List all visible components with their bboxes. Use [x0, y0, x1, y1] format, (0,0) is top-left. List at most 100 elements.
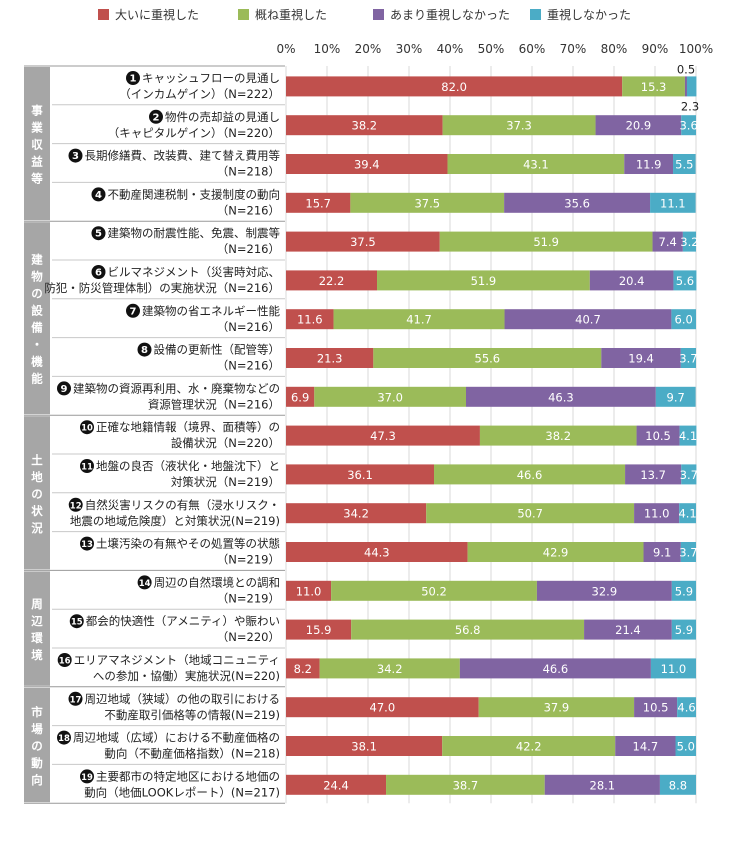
bar-segment-value: 11.0: [296, 584, 322, 598]
bar-segment-value: 10.5: [645, 429, 671, 443]
item-number: 18: [58, 734, 70, 744]
bar-segment: [442, 736, 616, 756]
bar-segment: [601, 348, 681, 368]
x-tick-label: 90%: [642, 42, 669, 56]
bar-segment: [622, 76, 685, 97]
group-label-char: 市: [31, 705, 43, 719]
bar-segment: [589, 270, 674, 291]
item-number-badge: [69, 614, 84, 629]
bar-segment-value: 7.4: [659, 235, 677, 249]
bar-segment-value: 38.2: [545, 429, 571, 443]
item-label-line2: （N=216）: [217, 359, 280, 373]
legend-label: 重視しなかった: [547, 7, 631, 22]
bar-segment: [351, 619, 585, 640]
item-number: 8: [141, 345, 148, 356]
item-label-line2: （N=219）: [217, 591, 280, 605]
bar-segment-value: 34.2: [343, 507, 369, 521]
bar-row: ビルマネジメント（災害時対応、防犯・防災管理体制）の実施状況（N=216） 6 22…: [44, 265, 697, 295]
group-label-char: 動: [31, 756, 43, 770]
bar-segment-value: 20.9: [626, 119, 652, 133]
item-number: 1: [130, 74, 137, 85]
group-label-char: 収: [31, 138, 43, 152]
group-band: [24, 222, 50, 415]
x-tick-label: 100%: [679, 42, 713, 56]
bar-row: 設備の更新性（配管等） （N=216） 8 21.3 55.6 19.4 3.7: [137, 342, 698, 373]
bar-segment: [652, 231, 683, 252]
bar-segment: [659, 774, 696, 795]
item-label-line2: への参加・協働）実施状況(N=220): [93, 669, 280, 683]
item-number: 11: [81, 463, 93, 473]
bar-segment-value: 5.5: [675, 158, 693, 172]
bar-segment-value: 4.6: [677, 701, 695, 715]
group-label-char: ・: [31, 338, 43, 352]
bar-segment: [677, 697, 696, 718]
bar-segment: [286, 774, 387, 795]
bar-segment-value: 11.9: [636, 158, 662, 172]
bar-segment: [504, 309, 672, 330]
bar-segment: [286, 736, 443, 756]
bar-segment-value: 21.4: [615, 623, 641, 637]
item-label-line1: 正確な地籍情報（境界、面積等）の: [96, 420, 280, 434]
bar-segment-value: 11.1: [660, 196, 686, 210]
bar-segment: [286, 503, 427, 524]
bar-segment: [595, 115, 682, 136]
bar-segment: [544, 774, 660, 795]
bar-segment: [434, 464, 626, 485]
item-label-line2: 対策状況（N=219）: [171, 475, 280, 489]
item-number-badge: [149, 109, 163, 124]
item-label-line2: 動向（不動産価格指数）(N=218): [104, 747, 280, 761]
item-label-line1: 自然災害リスクの有無（浸水リスク・: [85, 498, 280, 512]
bar-segment-value: 37.0: [377, 390, 403, 404]
bar-segment-value-outside: 0.5: [677, 62, 695, 76]
item-label-line1: 物件の売却益の見通し: [165, 110, 280, 124]
legend-swatch: [530, 9, 541, 20]
bar-segment: [286, 76, 623, 97]
item-label-line1: 土壌汚染の有無やその処置等の状態: [96, 537, 280, 551]
group-label-char: 事: [31, 104, 43, 118]
item-number: 12: [70, 501, 82, 511]
bar-segment: [439, 231, 653, 252]
bar-segment: [286, 697, 479, 718]
bar-segment: [680, 542, 696, 562]
x-tick-label: 10%: [314, 42, 341, 56]
item-label-line2: （N=218）: [217, 165, 280, 179]
item-label-line2: 資源管理状況（N=216）: [148, 397, 280, 411]
item-label-line2: （N=219）: [217, 553, 280, 567]
item-label-line2: 動向（地価LOOKレポート）(N=217): [84, 785, 280, 799]
bar-row: 自然災害リスクの有無（浸水リスク・地震の地域危険度）と対策状況(N=219) 12…: [68, 497, 697, 528]
group-label-char: の: [31, 739, 43, 753]
bar-segment-value: 13.7: [640, 468, 666, 482]
bar-segment: [479, 425, 637, 446]
item-number-badge: [91, 187, 106, 202]
item-number: 7: [130, 306, 137, 317]
bar-segment: [682, 231, 696, 252]
bar-segment: [655, 386, 696, 407]
bar-segment: [684, 76, 687, 97]
bar-segment: [636, 425, 680, 446]
bar-segment: [286, 425, 480, 446]
bar-segment-value-outside: 2.3: [681, 99, 699, 113]
item-number: 4: [95, 190, 102, 201]
legend-label: 概ね重視した: [255, 7, 327, 22]
bar-segment: [319, 658, 460, 679]
group-label-char: 建: [31, 253, 43, 267]
bar-segment-value: 39.4: [354, 158, 380, 172]
bar-segment-value: 47.0: [370, 701, 396, 715]
bar-segment: [673, 270, 697, 291]
bar-row: 建築物の耐震性能、免震、制震等 （N=216） 5 37.5 51.9 7.4 3.2: [91, 226, 699, 256]
item-number-badge: [57, 730, 71, 745]
bar-segment-value: 22.2: [319, 274, 345, 288]
bar-segment: [333, 309, 505, 330]
item-label-line1: 長期修繕費、改装費、建て替え費用等: [85, 149, 281, 163]
bar-segment-value: 50.7: [517, 507, 543, 521]
bar-row: 物件の売却益の見通し （キャピタルゲイン）（N=220） 2 38.2 37.3 20.9…: [108, 109, 698, 140]
item-number: 2: [153, 112, 160, 123]
x-tick-label: 0%: [276, 42, 295, 56]
bar-segment: [377, 270, 590, 291]
legend-label: あまり重視しなかった: [390, 7, 510, 22]
